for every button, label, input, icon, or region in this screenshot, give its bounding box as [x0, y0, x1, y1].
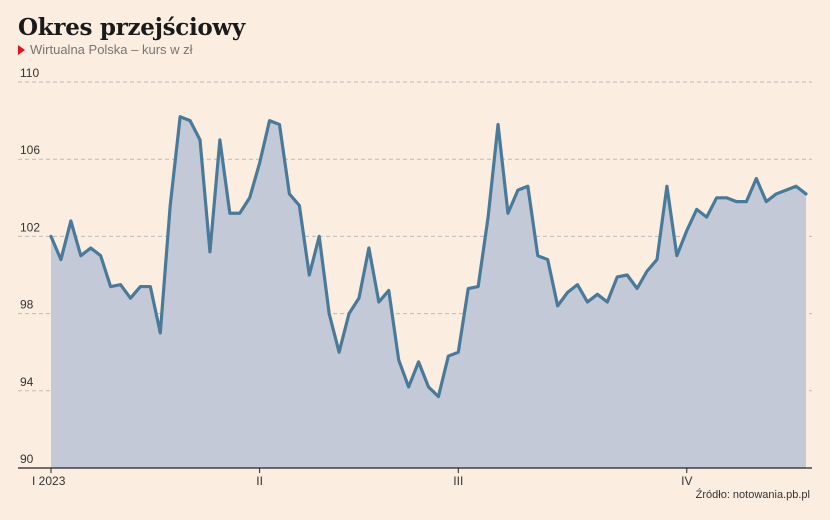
subtitle-text: Wirtualna Polska – kurs w zł: [30, 42, 193, 57]
source-note: Źródło: notowania.pb.pl: [695, 489, 810, 501]
chart-subtitle: Wirtualna Polska – kurs w zł: [18, 42, 193, 57]
price-series-line: [49, 115, 808, 399]
x-tick-label: III: [453, 474, 463, 488]
y-tick-label: 90: [20, 452, 34, 466]
chart-title: Okres przejściowy: [18, 14, 245, 41]
y-tick-label: 106: [20, 143, 40, 157]
triangle-marker-icon: [18, 44, 25, 55]
area-fill: [51, 116, 806, 469]
x-tick-label: I 2023: [32, 474, 66, 488]
y-tick-label: 98: [20, 298, 34, 312]
y-tick-label: 94: [20, 375, 34, 389]
x-tick-label: IV: [681, 474, 692, 488]
y-tick-label: 110: [20, 66, 39, 80]
y-tick-label: 102: [20, 220, 40, 234]
x-tick-label: II: [256, 474, 263, 488]
